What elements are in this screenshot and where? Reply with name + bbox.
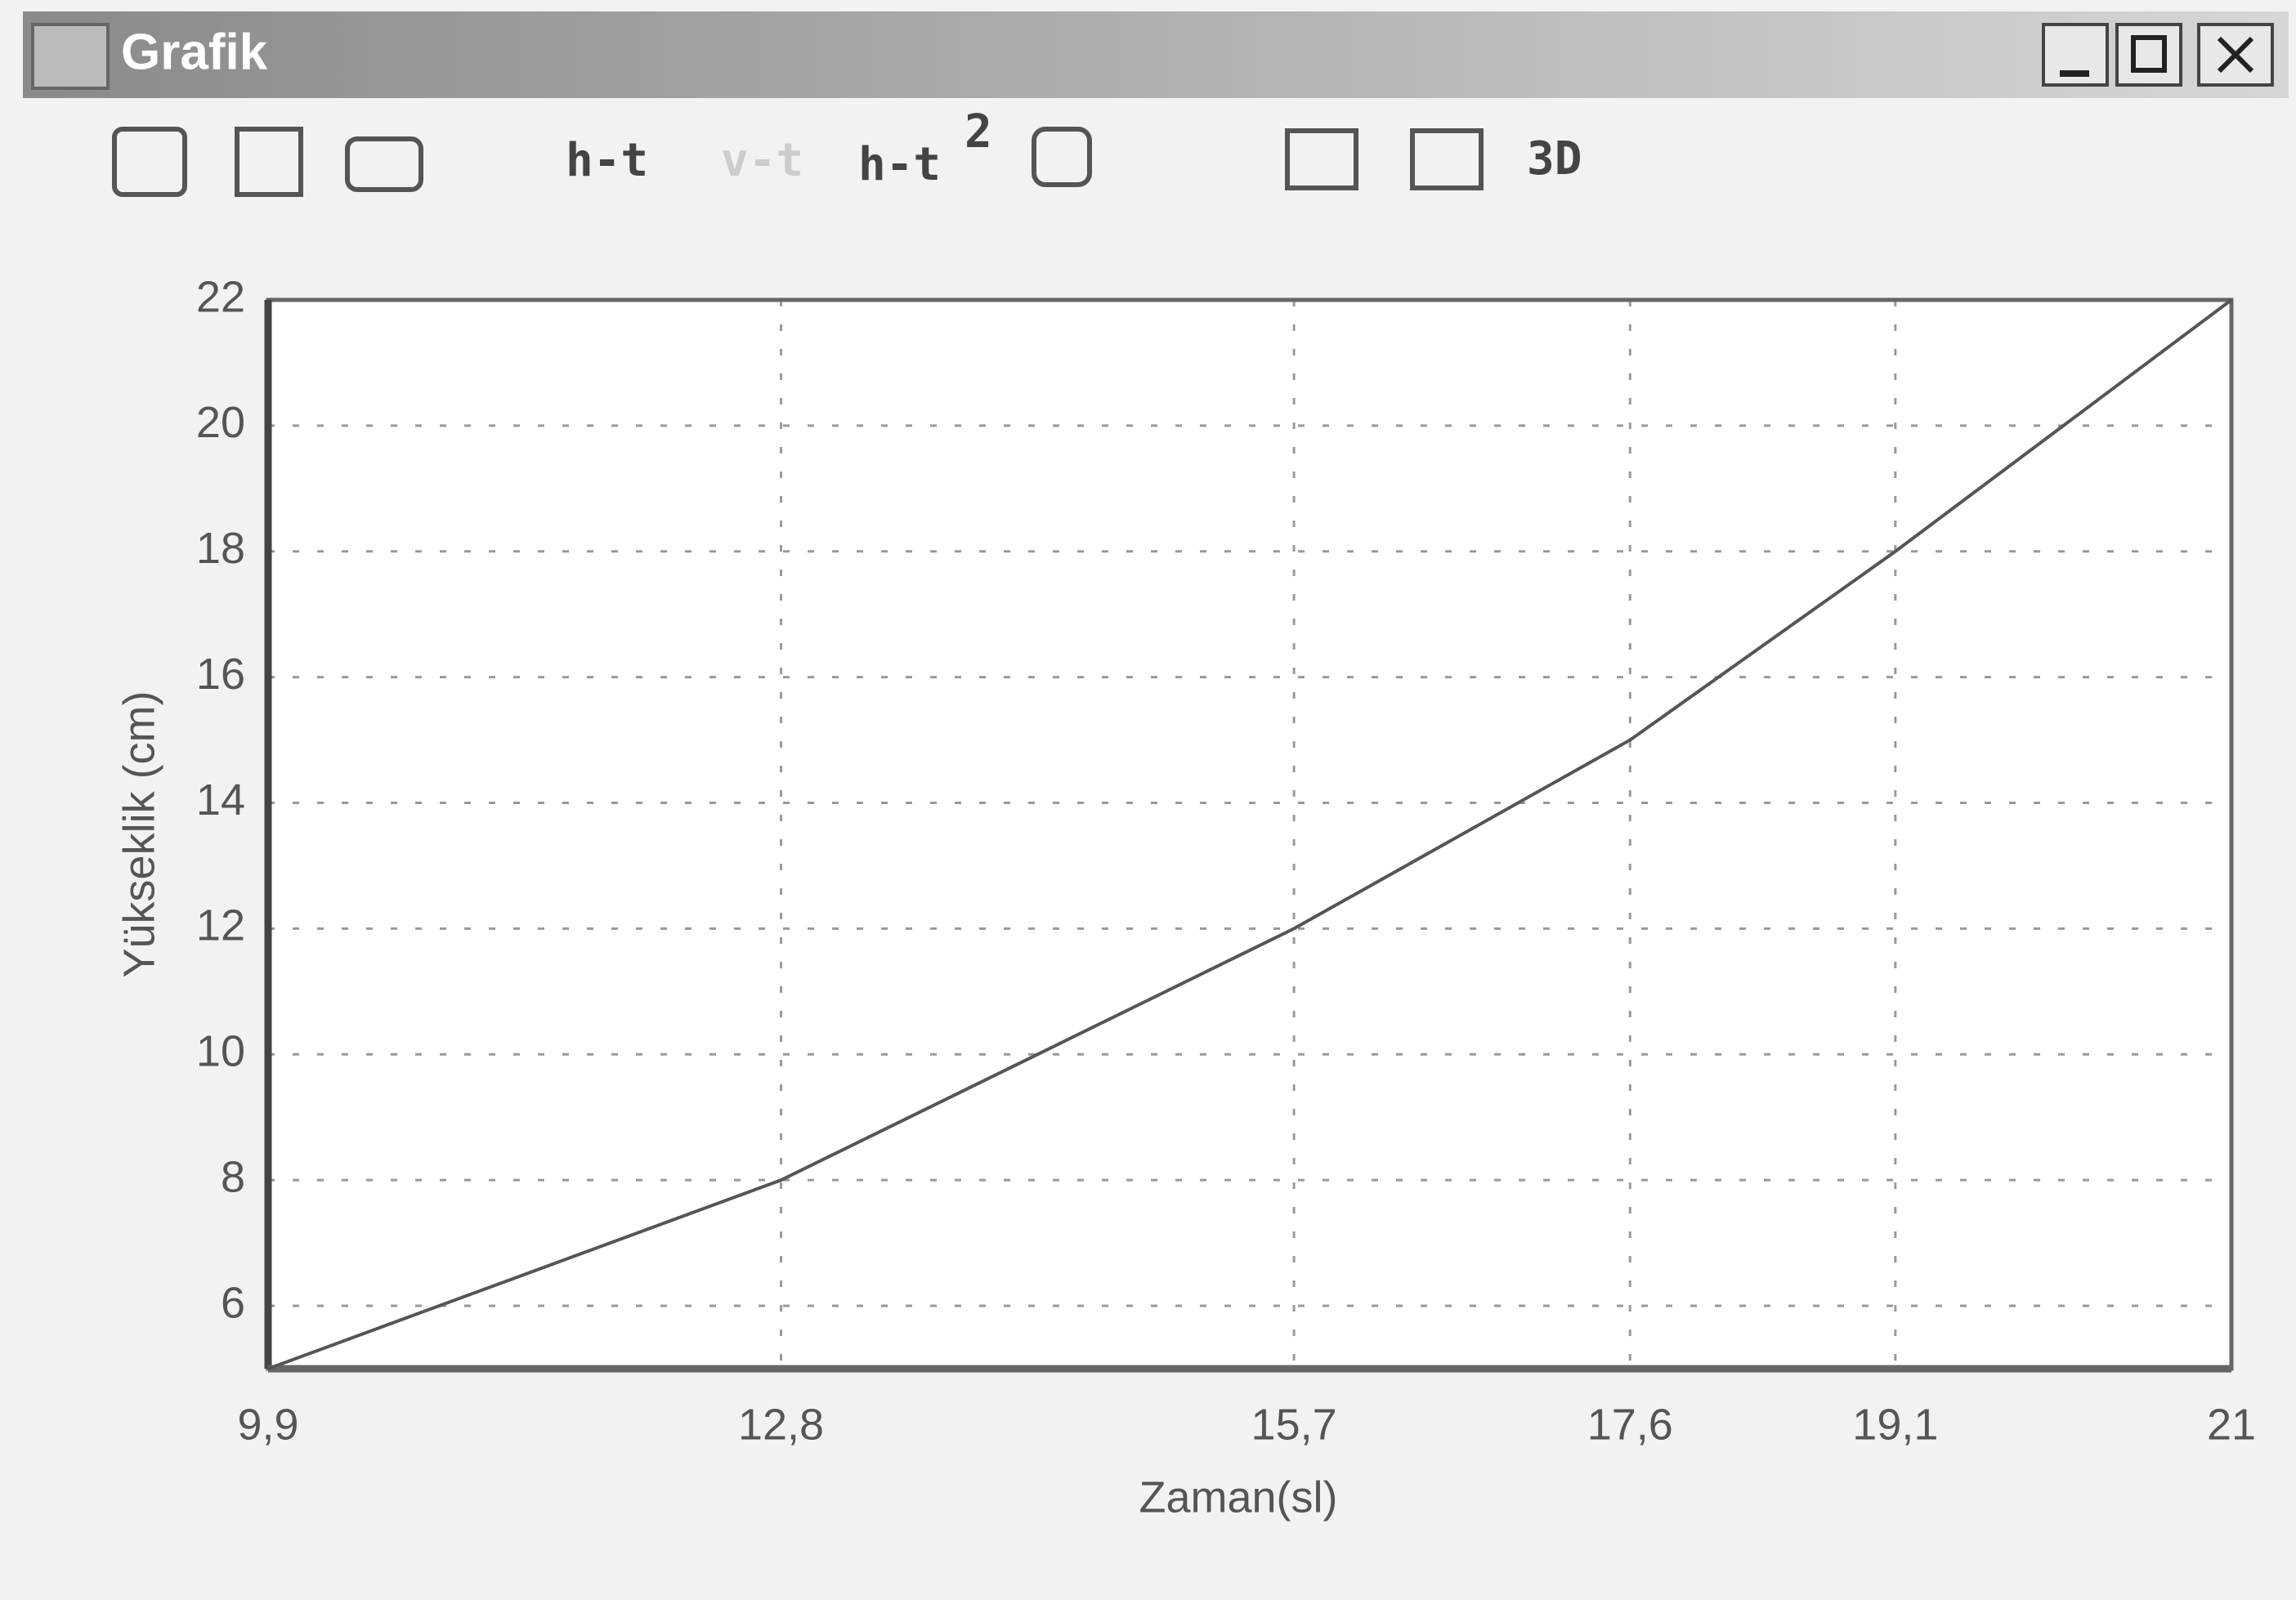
toolbar-h-t2[interactable]: h-t [858,138,941,191]
y-tick-label: 10 [196,1027,245,1076]
chart-icon[interactable] [1287,131,1356,188]
maximize-button[interactable] [2117,25,2181,85]
print-icon[interactable] [347,139,421,190]
x-tick-label: 15,7 [1251,1400,1337,1449]
plot-area [268,300,2231,1369]
y-tick-label: 20 [196,398,245,447]
x-tick-label: 12,8 [738,1400,824,1449]
pointer-icon[interactable] [1034,129,1090,185]
window-icon [33,25,108,88]
y-tick-label: 18 [196,524,245,573]
x-tick-label: 19,1 [1852,1400,1938,1449]
y-tick-label: 8 [221,1152,245,1201]
y-axis-title: Yükseklik (cm) [114,691,163,977]
x-tick-label: 17,6 [1587,1400,1673,1449]
title-bar [23,11,2289,98]
x-axis-title: Zaman(sl) [1139,1473,1337,1522]
toolbar-v-t[interactable]: v-t [721,134,803,187]
y-tick-label: 14 [196,775,245,825]
y-tick-label: 16 [196,650,245,699]
new-icon[interactable] [114,129,185,194]
toolbar-h-t2-sup: 2 [964,105,992,159]
toolbar: h-t v-t h-t 2 3D [114,105,1582,194]
window-title: Grafik [121,24,268,80]
bar-icon[interactable] [1412,131,1481,188]
window-controls[interactable] [2043,25,2272,85]
y-tick-label: 12 [196,901,245,950]
toolbar-3d[interactable]: 3D [1527,132,1582,185]
page: Grafik h-t v-t h-t 2 3D Zaman(sl) Yüksek… [0,0,2296,1600]
save-icon[interactable] [237,129,301,194]
y-tick-label: 6 [221,1278,245,1327]
window: Grafik h-t v-t h-t 2 3D Zaman(sl) Yüksek… [0,0,2296,1600]
toolbar-h-t[interactable]: h-t [566,134,648,187]
x-tick-label: 21 [2207,1400,2256,1449]
y-tick-label: 22 [196,272,245,321]
x-tick-label: 9,9 [237,1400,298,1449]
